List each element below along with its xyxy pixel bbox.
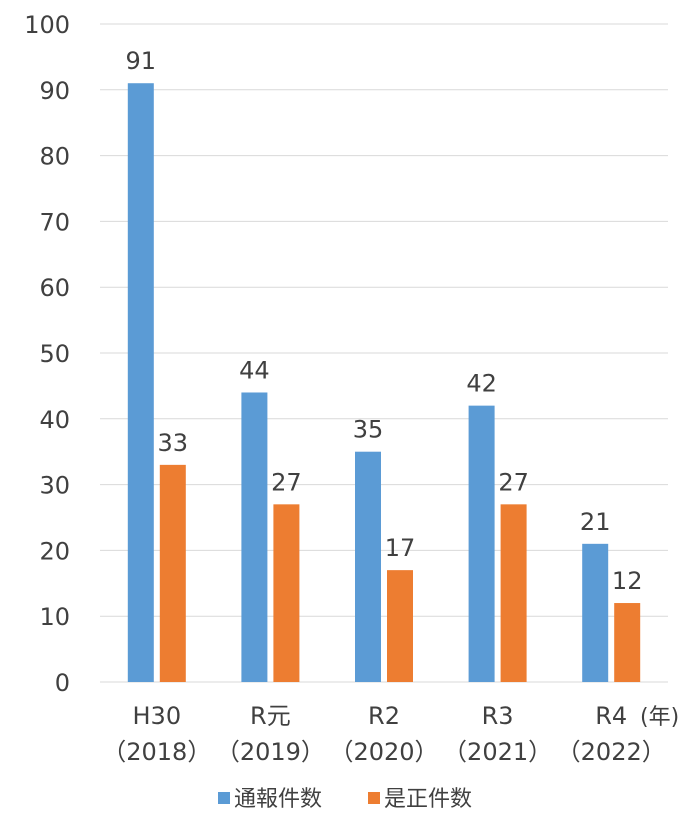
x-axis-category-labels: H30 （2018） R元 （2019） R2 （2020） R3 （2021） R4 （2022… xyxy=(102,702,665,766)
x-category-label: R元 xyxy=(250,702,291,730)
x-category-sublabel: （2019） xyxy=(216,738,325,766)
data-label: 21 xyxy=(580,508,611,536)
gridlines xyxy=(100,23,668,683)
bar-series-1 xyxy=(127,83,154,683)
data-label: 44 xyxy=(239,356,270,384)
data-label: 27 xyxy=(271,468,302,496)
legend-label: 通報件数 xyxy=(234,787,322,812)
y-axis-tick-labels: 0 10 20 30 40 50 60 70 80 90 100 xyxy=(24,11,70,697)
x-category-sublabel: （2020） xyxy=(329,738,438,766)
x-axis-unit-label: (年) xyxy=(640,705,679,730)
legend-swatch xyxy=(368,792,380,804)
y-tick-label: 20 xyxy=(39,537,70,565)
x-category-sublabel: （2022） xyxy=(557,738,666,766)
data-label: 27 xyxy=(498,468,529,496)
bar-series-1 xyxy=(582,543,609,682)
legend-swatch xyxy=(218,792,230,804)
legend-label: 是正件数 xyxy=(384,787,472,812)
data-label: 12 xyxy=(612,567,643,595)
y-tick-label: 10 xyxy=(39,603,70,631)
data-label: 35 xyxy=(353,416,384,444)
x-category-label: H30 xyxy=(133,702,182,730)
y-tick-label: 70 xyxy=(39,208,70,236)
bar-series-1 xyxy=(468,405,495,682)
y-tick-label: 80 xyxy=(39,143,70,171)
data-label: 33 xyxy=(158,429,189,457)
data-label: 17 xyxy=(385,534,416,562)
y-tick-label: 0 xyxy=(55,669,70,697)
bar-series-2 xyxy=(387,570,413,682)
bars xyxy=(127,83,641,683)
x-category-sublabel: （2018） xyxy=(102,738,211,766)
x-category-sublabel: （2021） xyxy=(443,738,552,766)
bar-series-2 xyxy=(159,464,186,682)
y-tick-label: 30 xyxy=(39,472,70,500)
x-category-label: R4 xyxy=(595,702,627,730)
bar-series-2 xyxy=(273,504,300,682)
data-label: 42 xyxy=(466,370,497,398)
x-category-label: R2 xyxy=(368,702,400,730)
x-category-label: R3 xyxy=(482,702,514,730)
y-tick-label: 60 xyxy=(39,274,70,302)
data-labels: 91 33 44 27 35 17 42 27 21 12 xyxy=(126,47,643,595)
y-tick-label: 100 xyxy=(24,11,70,39)
data-label: 91 xyxy=(126,47,157,75)
bar-series-1 xyxy=(241,392,268,682)
y-tick-label: 40 xyxy=(39,406,70,434)
y-tick-label: 50 xyxy=(39,340,70,368)
bar-series-2 xyxy=(500,504,527,682)
y-tick-label: 90 xyxy=(39,77,70,105)
bar-series-1 xyxy=(355,451,381,682)
bar-series-2 xyxy=(614,603,641,682)
legend: 通報件数 是正件数 xyxy=(218,787,472,812)
